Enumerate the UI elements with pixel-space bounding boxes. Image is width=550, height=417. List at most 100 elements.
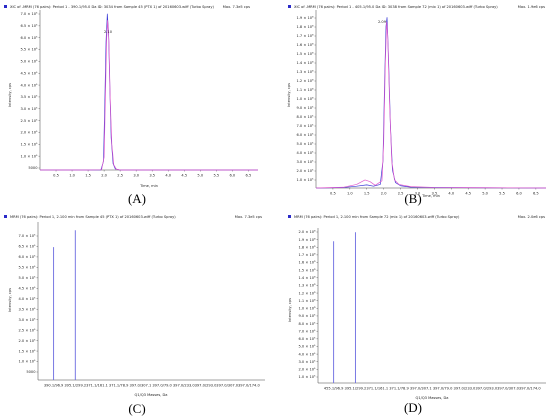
y-tick-label: 4.5 × 10⁵: [20, 71, 38, 75]
y-tick-label: 1.0 × 10⁵: [298, 375, 316, 379]
x-tick-label: 3.0: [133, 174, 139, 178]
panel-a: XIC of -MRM (76 pairs): Period 1 - 390.1…: [4, 5, 258, 206]
panel-b-header: XIC of -MRM (76 pairs): Period 1 - 405.1…: [294, 5, 498, 9]
y-tick-label: 1.1 × 10⁶: [298, 299, 316, 303]
x-tick-label: 6.0: [516, 192, 522, 196]
panel-a-max: Max. 7.3e5 cps: [223, 5, 250, 9]
x-tick-label: 4.0: [165, 174, 171, 178]
panel-c-legend-swatch: [4, 215, 7, 218]
y-tick-label: 1.0 × 10⁵: [296, 178, 314, 182]
y-tick-label: 4.0 × 10⁵: [18, 297, 36, 301]
panel-a-ylabel: Intensity, cps: [8, 83, 12, 107]
x-tick-label: 371.1/161.1: [366, 387, 388, 391]
x-tick-label: 5.0: [197, 174, 203, 178]
y-tick-label: 1.1 × 10⁶: [296, 88, 314, 92]
y-tick-label: 1.0 × 10⁶: [296, 97, 314, 101]
y-tick-label: 7.0 × 10⁵: [18, 234, 36, 238]
panel-a-xlabel: Time, min: [139, 184, 158, 188]
series-line-2: [40, 20, 258, 171]
x-tick-label: 0.5: [330, 192, 336, 196]
y-tick-label: 3.5 × 10⁵: [18, 307, 36, 311]
panel-d-header: MRM (76 pairs): Period 1, 2.100 min from…: [294, 215, 460, 219]
panel-a-peak-label: 2.10: [104, 30, 113, 34]
x-tick-label: 397.0/293.0: [475, 387, 498, 391]
x-tick-label: 397.0/174.0: [238, 384, 261, 388]
x-tick-label: 2.5: [117, 174, 123, 178]
series-line-2: [315, 21, 547, 189]
y-tick-label: 1.0 × 10⁶: [298, 307, 316, 311]
y-tick-label: 8.0 × 10⁵: [296, 115, 314, 119]
y-tick-label: 1.5 × 10⁵: [18, 349, 36, 353]
x-tick-label: 397.0/307.0: [216, 384, 239, 388]
x-tick-label: 397.0/233.0: [454, 387, 477, 391]
y-tick-label: 1.9 × 10⁶: [298, 238, 316, 242]
panel-d-legend-swatch: [288, 215, 291, 218]
y-tick-label: 3.0 × 10⁵: [298, 360, 316, 364]
y-tick-label: 1.7 × 10⁶: [298, 253, 316, 257]
x-tick-label: 5.5: [499, 192, 505, 196]
y-tick-label: 2.5 × 10⁵: [18, 328, 36, 332]
panel-b-peak-label: 2.09: [378, 20, 387, 24]
y-tick-label: 1.5 × 10⁵: [20, 143, 38, 147]
y-tick-label: 2.5 × 10⁵: [20, 119, 38, 123]
x-tick-label: 397.0/307.1: [410, 387, 432, 391]
x-tick-label: 2.0: [101, 174, 107, 178]
y-tick-label: 9.0 × 10⁵: [296, 106, 314, 110]
y-tick-label: 1.6 × 10⁶: [296, 43, 314, 47]
panel-b-label: (B): [404, 191, 421, 206]
y-tick-label: 1.2 × 10⁶: [296, 79, 314, 83]
y-tick-label: 2.0 × 10⁵: [296, 169, 314, 173]
x-tick-label: 4.5: [181, 174, 187, 178]
y-tick-label: 5.0 × 10⁵: [18, 276, 36, 280]
y-tick-label: 1.4 × 10⁶: [298, 276, 316, 280]
panel-a-label: (A): [128, 191, 146, 206]
x-tick-label: 6.0: [229, 174, 235, 178]
panel-d-label: (D): [404, 400, 422, 415]
y-tick-label: 7.0 × 10⁵: [20, 12, 38, 16]
y-tick-label: 5.5 × 10⁵: [20, 48, 38, 52]
y-tick-label: 6.0 × 10⁵: [18, 255, 36, 259]
y-tick-label: 9.0 × 10⁵: [298, 314, 316, 318]
x-tick-label: 3.0: [415, 192, 421, 196]
series-line-1: [315, 17, 547, 189]
y-tick-label: 8.0 × 10⁵: [298, 322, 316, 326]
x-tick-label: 397.0/79.0: [152, 384, 172, 388]
y-tick-label: 6.0 × 10⁵: [296, 133, 314, 137]
y-tick-label: 1.8 × 10⁶: [298, 245, 316, 249]
panel-c-max: Max. 7.3e5 cps: [235, 215, 262, 219]
y-tick-label: 1.2 × 10⁶: [298, 291, 316, 295]
x-tick-label: 395.1/299.2: [345, 387, 367, 391]
x-tick-label: 3.5: [432, 192, 438, 196]
panel-c-xlabel: Q1/Q3 Masses, Da: [135, 393, 168, 397]
series-line-1: [40, 13, 258, 171]
panel-b-legend-swatch: [288, 5, 291, 8]
y-tick-label: 3.5 × 10⁵: [20, 95, 38, 99]
x-tick-label: 395.1/299.2: [64, 384, 86, 388]
y-tick-label: 3.0 × 10⁵: [296, 160, 314, 164]
x-tick-label: 3.5: [149, 174, 155, 178]
y-tick-label: 6.5 × 10⁵: [20, 24, 38, 28]
x-tick-label: 5.5: [213, 174, 219, 178]
y-tick-label: 1.9 × 10⁶: [296, 16, 314, 20]
x-tick-label: 2.5: [398, 192, 404, 196]
y-tick-label: 1.5 × 10⁶: [298, 268, 316, 272]
y-tick-label: 1.7 × 10⁶: [296, 34, 314, 38]
x-tick-label: 397.0/174.0: [519, 387, 542, 391]
panel-a-legend-swatch: [4, 5, 7, 8]
y-tick-label: 2.0 × 10⁶: [298, 230, 316, 234]
panel-c-ylabel: Intensity, cps: [8, 288, 12, 312]
x-tick-label: 455.1/96.9: [324, 387, 344, 391]
y-tick-label: 1.0 × 10⁵: [20, 154, 38, 158]
y-tick-label: 7.0 × 10⁵: [296, 124, 314, 128]
y-tick-label: 4.5 × 10⁵: [18, 287, 36, 291]
x-tick-label: 5.0: [482, 192, 488, 196]
y-tick-label: 2.0 × 10⁵: [18, 339, 36, 343]
y-tick-label: 1.0 × 10⁵: [18, 360, 36, 364]
y-tick-label: 1.3 × 10⁶: [298, 284, 316, 288]
y-tick-label: 2.0 × 10⁵: [20, 131, 38, 135]
x-tick-label: 1.5: [85, 174, 91, 178]
x-tick-label: 0.5: [53, 174, 59, 178]
y-tick-label: 1.4 × 10⁶: [296, 61, 314, 65]
x-tick-label: 1.0: [69, 174, 75, 178]
